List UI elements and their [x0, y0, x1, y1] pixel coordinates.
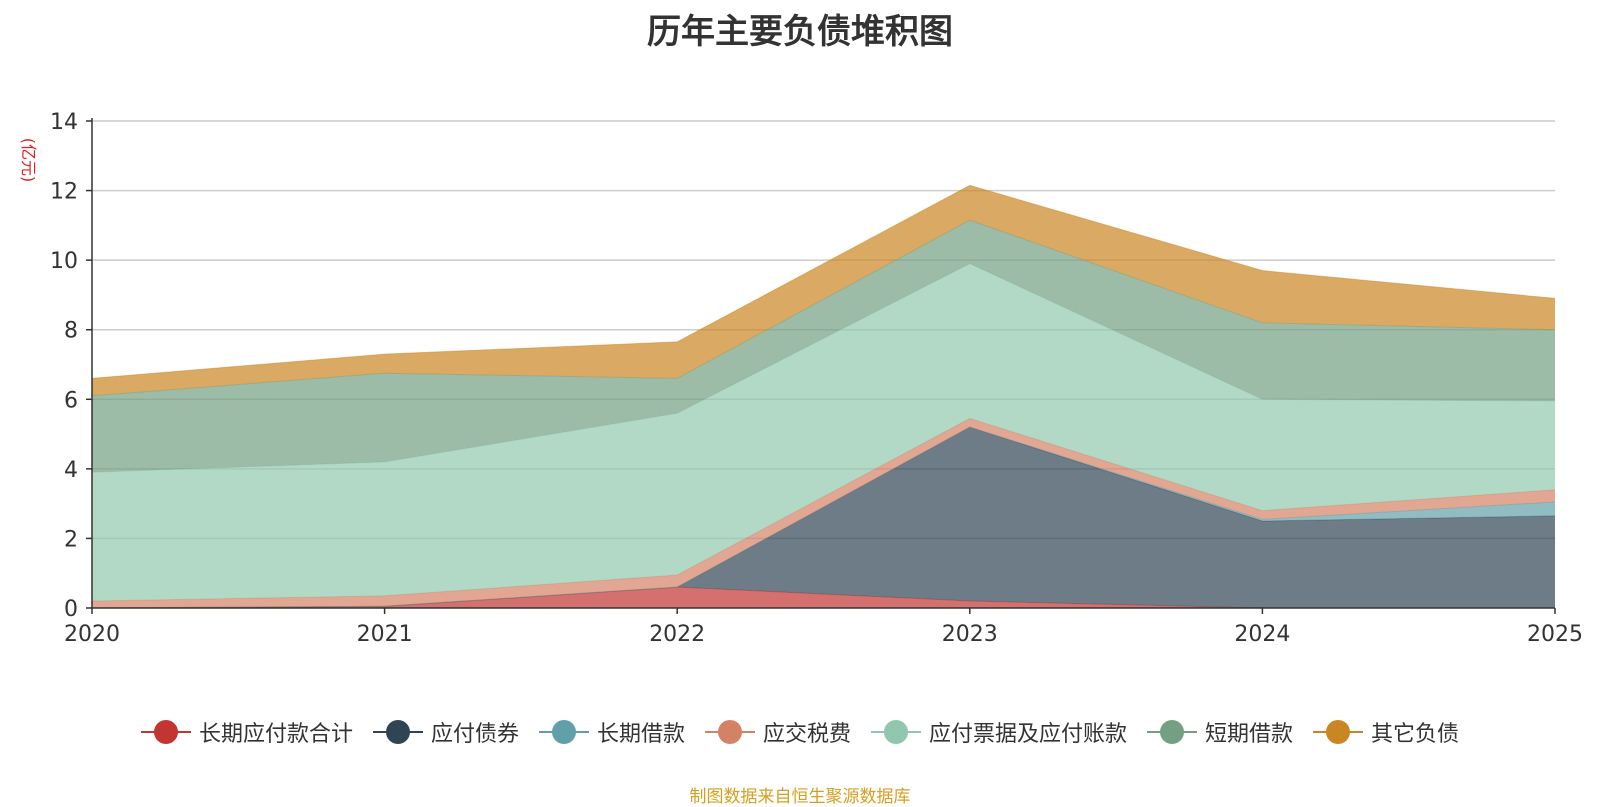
area-series-4	[92, 418, 1555, 608]
legend-item[interactable]: 短期借款	[1147, 716, 1293, 748]
y-tick-label: 14	[50, 110, 78, 135]
y-tick-label: 0	[64, 597, 78, 622]
legend-marker-icon	[372, 720, 423, 744]
area-series-1	[92, 587, 1555, 608]
legend-item[interactable]: 长期借款	[538, 716, 685, 748]
legend-item[interactable]: 应付债券	[372, 716, 519, 748]
legend-item[interactable]: 应付票据及应付账款	[871, 716, 1127, 748]
x-tick-label: 2021	[357, 622, 413, 647]
legend-label: 其它负债	[1371, 722, 1460, 747]
area-series-2	[92, 427, 1555, 608]
legend-label: 应交税费	[762, 722, 851, 747]
legend-marker-icon	[538, 720, 589, 744]
area-series-group	[91, 184, 1556, 609]
area-series-6	[92, 220, 1555, 473]
x-tick-label: 2025	[1527, 622, 1583, 647]
legend-item[interactable]: 其它负债	[1313, 716, 1459, 748]
x-tick-label: 2022	[649, 622, 705, 647]
x-tick-label: 2020	[64, 622, 120, 647]
area-series-5	[92, 263, 1555, 601]
legend-marker-icon	[140, 720, 191, 744]
y-tick-label: 8	[64, 319, 78, 344]
legend: 长期应付款合计 应付债券 长期借款 应交税费 应付票据及应付账款 短期借款 其它负债	[0, 716, 1600, 748]
legend-marker-icon	[704, 720, 755, 744]
legend-label: 应付票据及应付账款	[929, 722, 1128, 747]
y-tick-label: 12	[50, 180, 78, 205]
x-tick-label: 2023	[942, 622, 998, 647]
y-tick-label: 4	[64, 458, 78, 483]
area-series-7	[92, 185, 1555, 396]
legend-label: 短期借款	[1205, 722, 1294, 747]
legend-item[interactable]: 长期应付款合计	[140, 716, 353, 748]
stacked-area-chart: 0 2 4 6 8 10 12 14 2020 2021 2022 2023 2024 2025	[50, 110, 1583, 647]
legend-label: 长期应付款合计	[198, 722, 353, 747]
legend-marker-icon	[871, 720, 921, 744]
legend-marker-icon	[1147, 720, 1198, 744]
chart-title: 历年主要负债堆积图	[647, 12, 953, 52]
y-tick-label: 10	[50, 249, 78, 274]
y-tick-label: 6	[64, 388, 78, 413]
x-tick-label: 2024	[1234, 622, 1290, 647]
legend-label: 长期借款	[596, 722, 685, 747]
legend-marker-icon	[1313, 720, 1364, 744]
source-note: 制图数据来自恒生聚源数据库	[689, 787, 911, 807]
y-tick-label: 2	[64, 527, 78, 552]
legend-label: 应付债券	[430, 722, 519, 747]
axes: 0 2 4 6 8 10 12 14 2020 2021 2022 2023 2024 2025	[50, 110, 1583, 647]
series-line-7	[91, 184, 1556, 379]
legend-item[interactable]: 应交税费	[704, 716, 851, 748]
